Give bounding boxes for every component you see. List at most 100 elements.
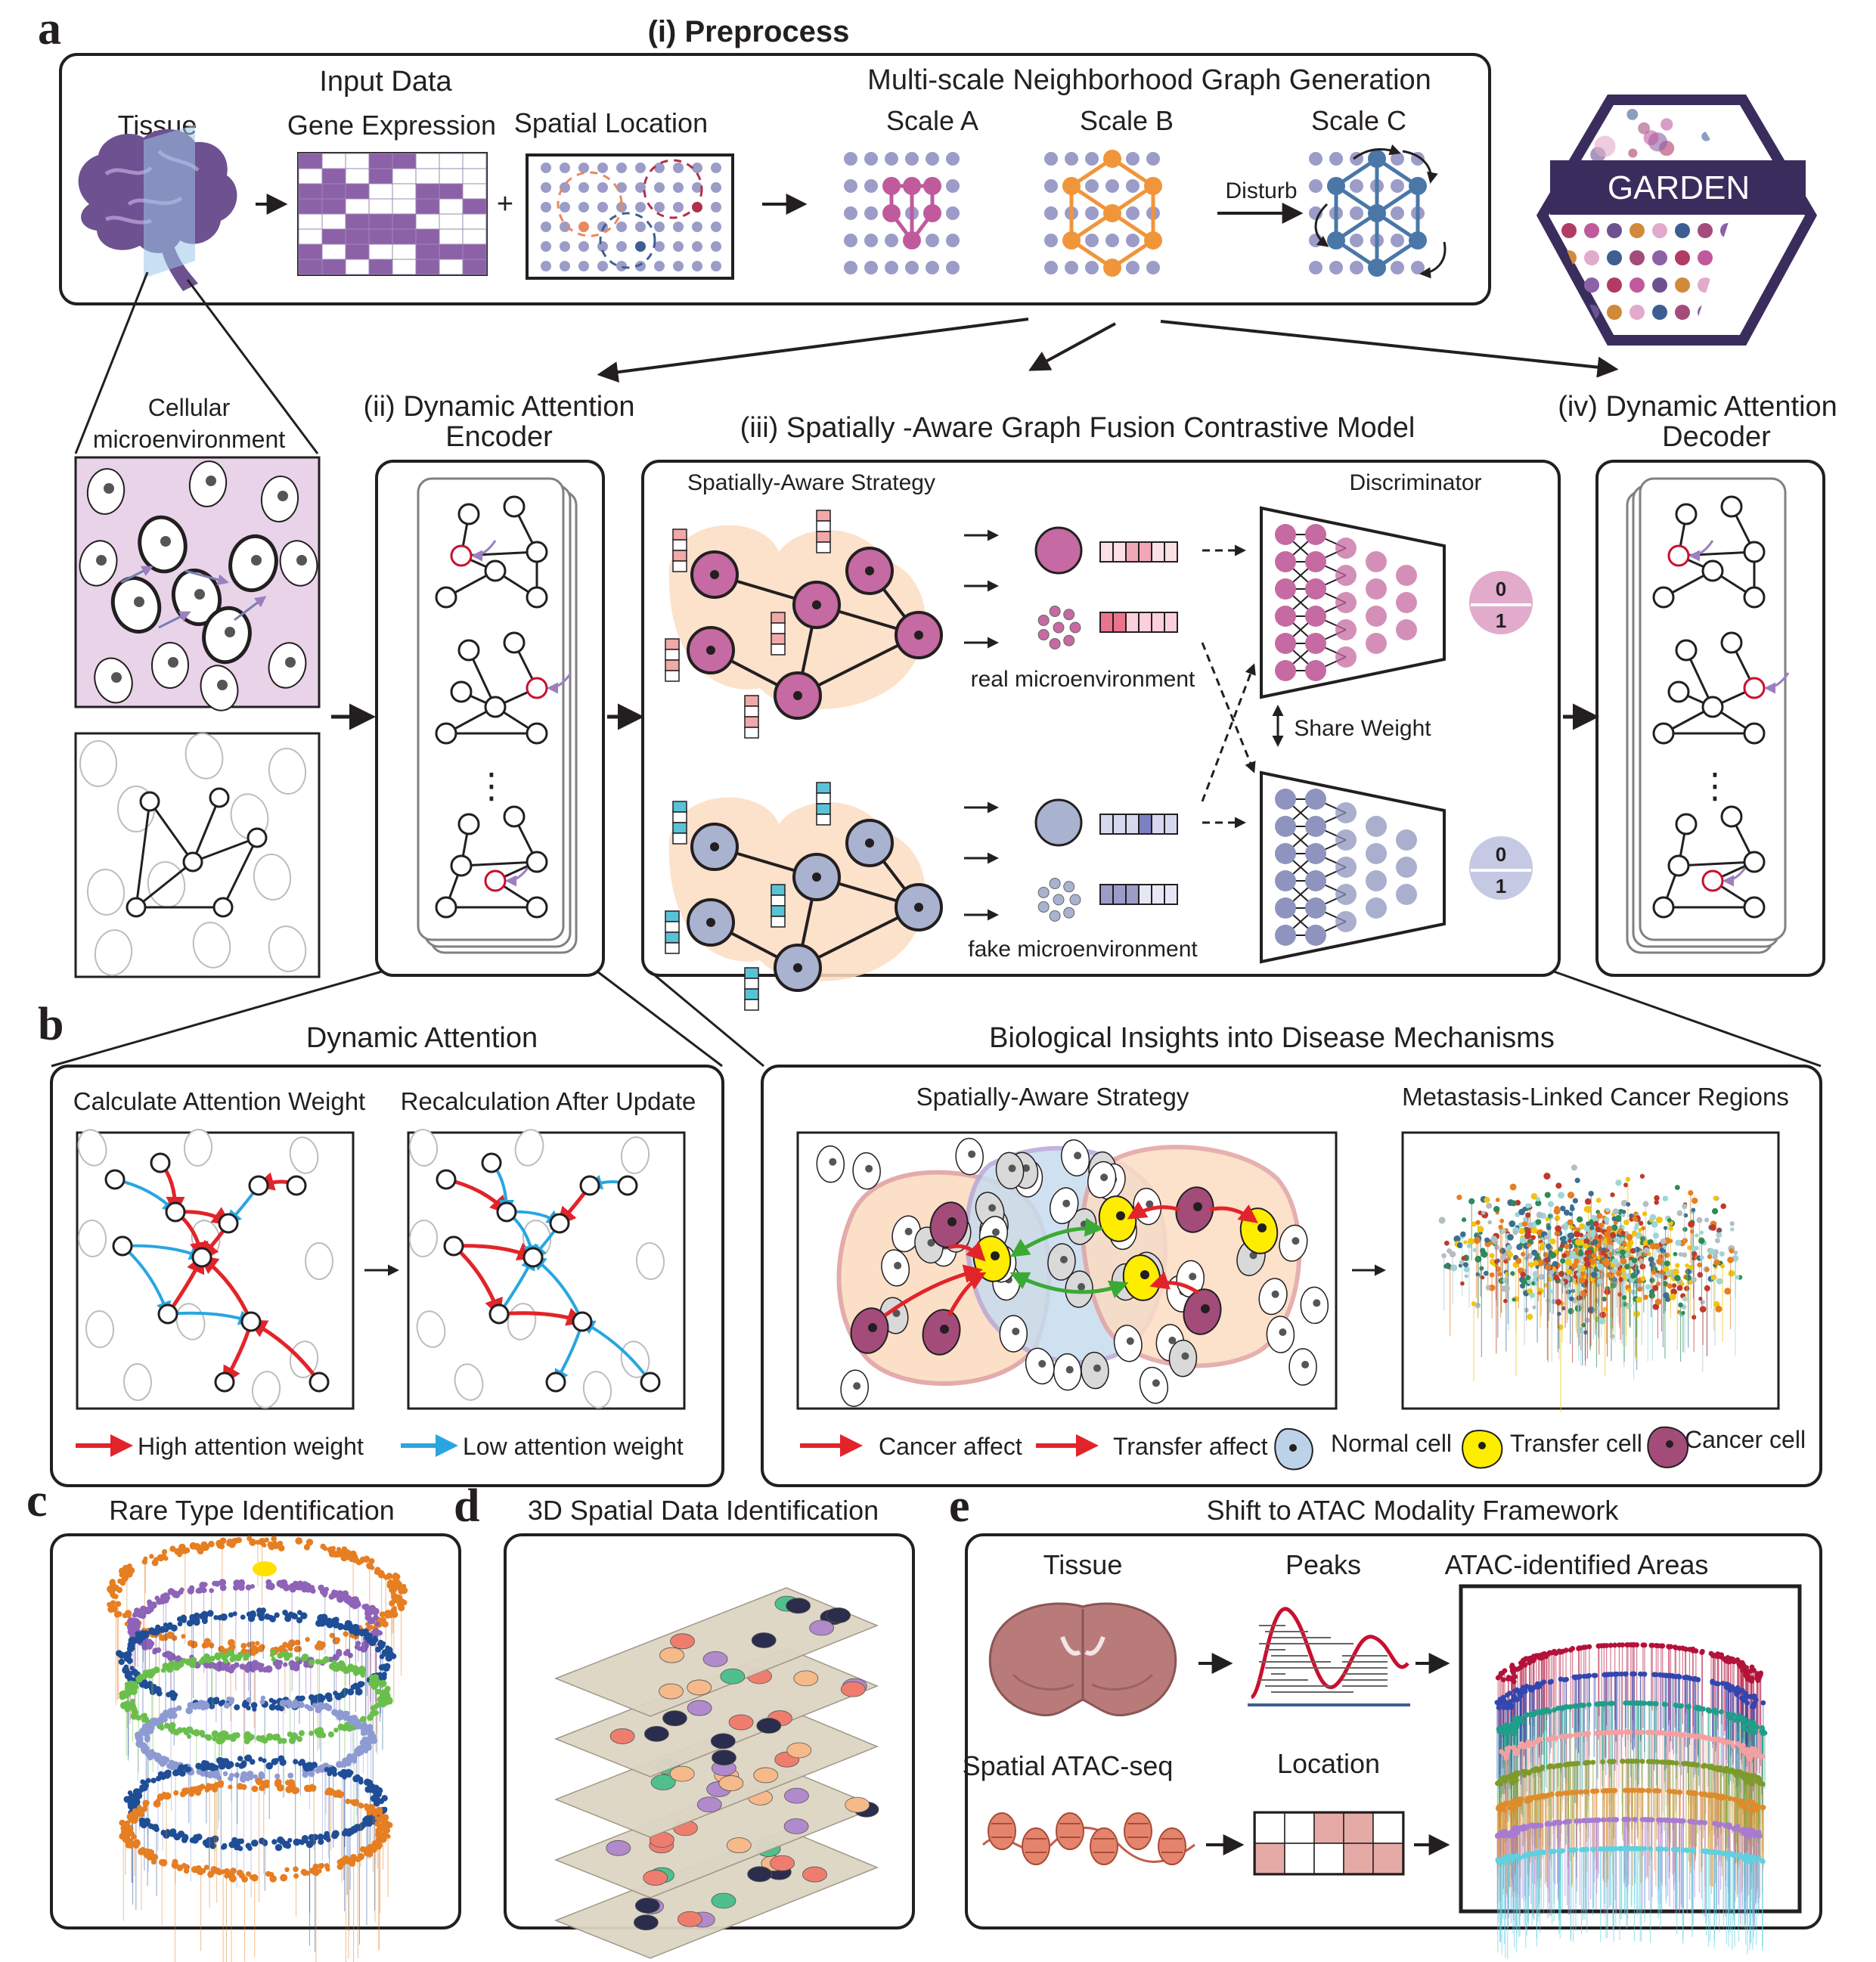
scatter-point — [1515, 1257, 1522, 1264]
logo-dot — [1788, 277, 1803, 293]
rare-point — [160, 1668, 166, 1673]
scatter-point — [1583, 1225, 1590, 1232]
scatter-point — [1598, 1317, 1606, 1325]
rare-point — [171, 1861, 179, 1869]
attn-node — [488, 1303, 510, 1325]
rare-point — [368, 1805, 376, 1812]
scatter-point — [1571, 1263, 1578, 1269]
spatial-dot — [635, 202, 646, 212]
disc-neuron — [1335, 646, 1357, 668]
bio-nucleus — [1249, 1251, 1257, 1260]
scatter-point — [1502, 1277, 1509, 1284]
rare-point — [250, 1641, 256, 1646]
gene-cell — [415, 168, 440, 184]
rare-point — [231, 1836, 238, 1844]
disc-neuron — [1275, 843, 1296, 864]
scatter-point — [1609, 1334, 1615, 1339]
scatter-point — [1569, 1206, 1575, 1212]
scale-a-graph — [844, 152, 960, 274]
atac-point — [1760, 1700, 1766, 1706]
rare-point — [384, 1650, 392, 1658]
feature-bar — [744, 705, 759, 718]
grid-dot — [1126, 152, 1140, 166]
gene-cell — [415, 153, 440, 169]
graph-node — [882, 204, 901, 222]
rare-point — [376, 1791, 382, 1798]
scatter-point — [1567, 1238, 1573, 1244]
spatial-dot — [541, 163, 551, 173]
scatter-point — [1676, 1285, 1683, 1291]
rare-point — [232, 1611, 237, 1616]
grid-dot — [926, 261, 939, 274]
scatter-point — [1583, 1243, 1589, 1249]
rare-point — [216, 1757, 222, 1763]
emb-vector — [1151, 541, 1165, 563]
disc-neuron — [1305, 789, 1326, 810]
scatter-point — [1524, 1232, 1531, 1239]
slice-cell — [678, 1911, 702, 1927]
scatter-point — [1537, 1260, 1545, 1266]
rare-point — [324, 1864, 330, 1871]
scatter-point — [1716, 1232, 1723, 1238]
spatial-dot — [673, 241, 684, 252]
spatial-dot — [541, 182, 551, 193]
scatter-point — [1524, 1203, 1530, 1209]
graph-node — [903, 177, 921, 195]
spatial-dot — [692, 182, 702, 193]
scatter-point — [1656, 1216, 1663, 1223]
micro-graph-cell — [253, 854, 292, 900]
encoder-ellipsis: ⋮ — [474, 766, 509, 805]
slice-cell — [659, 1683, 684, 1700]
gene-cell — [345, 213, 370, 230]
gene-cell — [368, 153, 393, 169]
gene-cell — [321, 228, 346, 245]
gene-cell — [321, 153, 346, 169]
emb-vector — [1151, 884, 1165, 905]
attn-node — [457, 639, 480, 662]
rare-point — [151, 1559, 159, 1567]
rare-point — [219, 1762, 226, 1770]
scatter-point — [1729, 1248, 1735, 1254]
logo-dot — [1629, 250, 1645, 265]
rare-point — [226, 1696, 231, 1702]
rare-point — [306, 1705, 313, 1711]
loc-cell — [1313, 1843, 1344, 1874]
atac-point — [1653, 1643, 1659, 1648]
micro-edge — [135, 860, 194, 909]
rare-point — [257, 1645, 265, 1653]
scatter-point — [1652, 1285, 1659, 1291]
scatter-point — [1598, 1223, 1604, 1229]
grid-dot — [844, 179, 857, 193]
grid-dot — [844, 152, 857, 166]
grid-dot — [1329, 261, 1343, 274]
grid-dot — [864, 152, 878, 166]
scatter-point — [1535, 1219, 1542, 1226]
attn-node — [435, 586, 457, 609]
micro-edge — [192, 836, 258, 863]
scatter-point — [1512, 1229, 1518, 1235]
bio-nucleus — [991, 1251, 1000, 1260]
scatter-point — [1490, 1235, 1498, 1243]
rare-point — [124, 1700, 130, 1706]
feature-bar — [665, 942, 680, 954]
scatter-point — [1450, 1264, 1458, 1272]
spatial-dot — [635, 261, 646, 271]
rare-point — [354, 1747, 361, 1755]
atac-point — [1725, 1657, 1731, 1662]
rare-point — [189, 1837, 195, 1843]
graph-node — [1144, 177, 1162, 195]
attn-node — [579, 1175, 600, 1196]
graph-node — [1103, 150, 1121, 168]
rare-point — [300, 1868, 307, 1876]
loc-cell — [1254, 1812, 1285, 1844]
scatter-point — [1597, 1263, 1605, 1271]
atac-point — [1716, 1652, 1722, 1657]
scatter-point — [1611, 1224, 1618, 1232]
attn-node — [1743, 541, 1766, 563]
emb-vector — [1112, 884, 1127, 905]
rare-point — [374, 1703, 380, 1709]
scatter-point — [1691, 1207, 1696, 1212]
grid-dot — [946, 179, 960, 193]
rare-point — [219, 1543, 225, 1550]
logo-dot — [1788, 305, 1803, 320]
